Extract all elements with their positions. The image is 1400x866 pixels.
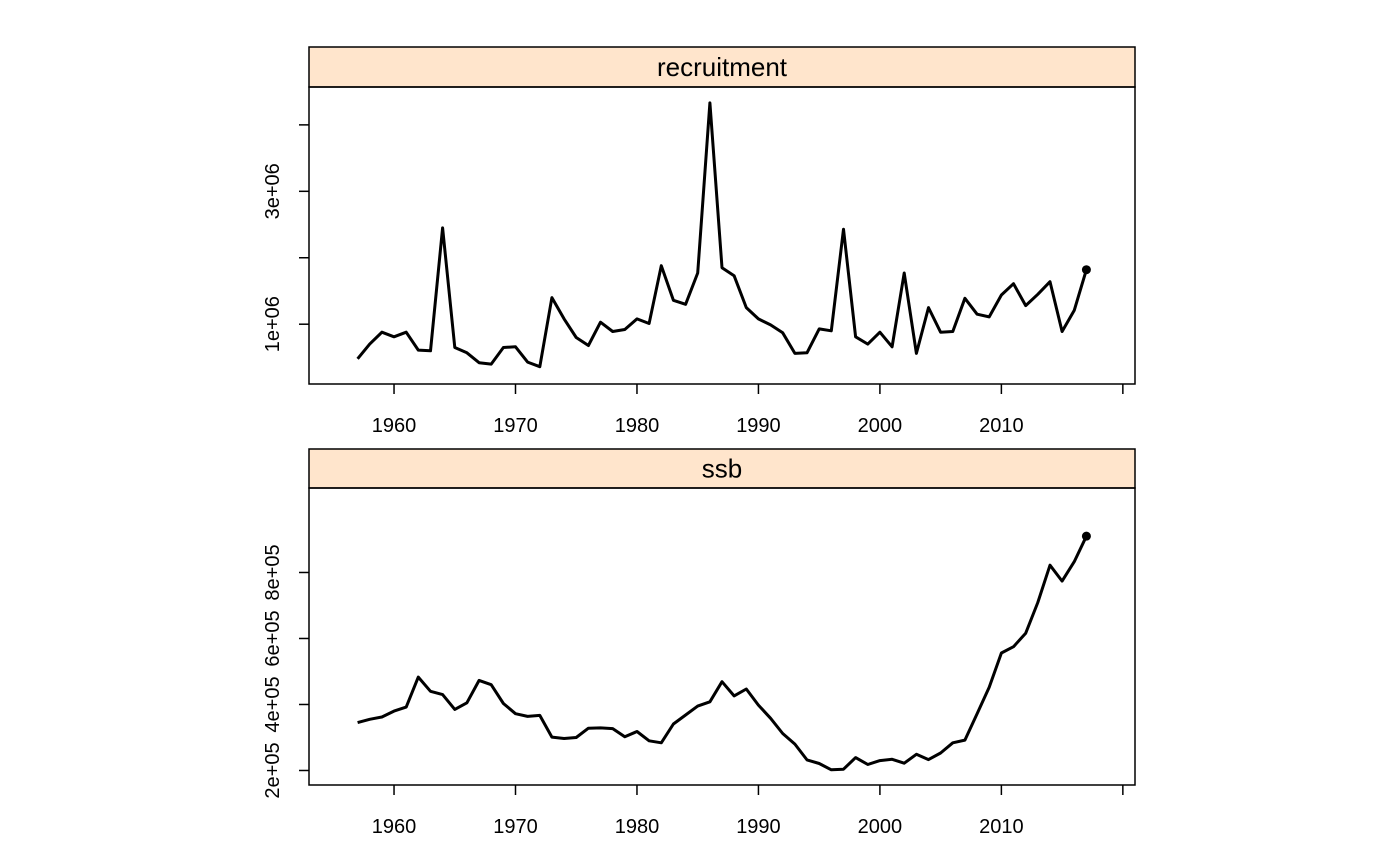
end-point-ssb [1081, 531, 1091, 541]
panel-recruitment: recruitment 1960 1970 1980 1990 2000 2010 1e+06… [262, 46, 1136, 437]
x-tick-label-1980: 1980 [615, 415, 660, 437]
x-tick-label-1970: 1970 [493, 816, 538, 838]
x-tick-label-1960: 1960 [372, 816, 417, 838]
x-tick-label-1990: 1990 [736, 415, 781, 437]
x-tick-label-1960: 1960 [372, 415, 417, 437]
x-tick-label-1990: 1990 [736, 816, 781, 838]
series-line-recruitment [356, 101, 1088, 369]
y-tick-label-3000000: 3e+06 [262, 163, 284, 219]
plot-frame-recruitment [308, 86, 1136, 385]
end-point-recruitment [1081, 265, 1091, 275]
y-tick-label-200000: 2e+05 [262, 742, 284, 798]
strip-label-recruitment: recruitment [657, 52, 788, 82]
x-tick-label-2000: 2000 [858, 415, 903, 437]
strip-ssb [308, 448, 1136, 489]
x-tick-label-2000: 2000 [858, 816, 903, 838]
x-tick-label-1980: 1980 [615, 816, 660, 838]
plot-frame-ssb [308, 487, 1136, 786]
series-line-ssb [357, 535, 1088, 772]
panel-ssb: ssb 1960 1970 1980 1990 2000 2010 2e+05 4e+05 6e+… [262, 448, 1136, 838]
strip-recruitment [308, 46, 1136, 88]
y-tick-label-400000: 4e+05 [262, 676, 284, 732]
x-tick-label-2010: 2010 [979, 415, 1024, 437]
y-tick-label-800000: 8e+05 [262, 544, 284, 600]
x-tick-label-2010: 2010 [979, 816, 1024, 838]
x-tick-label-1970: 1970 [493, 415, 538, 437]
strip-label-ssb: ssb [702, 454, 742, 484]
y-tick-label-1000000: 1e+06 [262, 296, 284, 352]
y-tick-label-600000: 6e+05 [262, 610, 284, 666]
